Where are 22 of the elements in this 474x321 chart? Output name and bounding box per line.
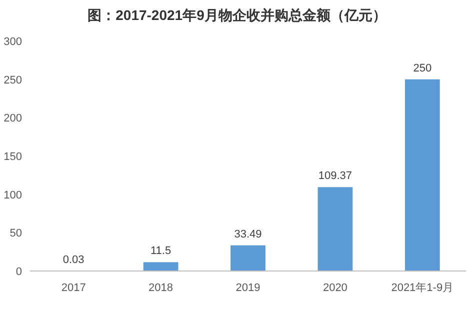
data-label: 11.5 — [150, 245, 172, 258]
data-label: 250 — [413, 62, 432, 74]
data-label: 33.49 — [234, 228, 262, 240]
chart-title: 图：2017-2021年9月物企收并购总金额（亿元） — [88, 7, 386, 23]
y-tick-label: 250 — [4, 74, 22, 86]
bar — [143, 262, 178, 271]
y-tick-label: 200 — [4, 112, 22, 125]
x-tick-label: 2019 — [236, 282, 260, 294]
bar — [404, 79, 440, 271]
x-tick-label: 2021年1-9月 — [391, 282, 454, 294]
data-label: 0.03 — [62, 254, 84, 266]
bar — [230, 245, 266, 271]
y-tick-label: 100 — [4, 189, 22, 202]
x-tick-label: 2017 — [61, 282, 86, 294]
y-tick-label: 300 — [4, 36, 22, 48]
data-label: 109.37 — [318, 170, 352, 182]
y-tick-label: 50 — [10, 228, 22, 240]
y-tick-label: 150 — [4, 151, 22, 163]
bar — [318, 187, 353, 271]
x-tick-label: 2018 — [148, 282, 174, 294]
y-tick-label: 0 — [16, 266, 22, 278]
x-tick-label: 2020 — [322, 282, 348, 294]
